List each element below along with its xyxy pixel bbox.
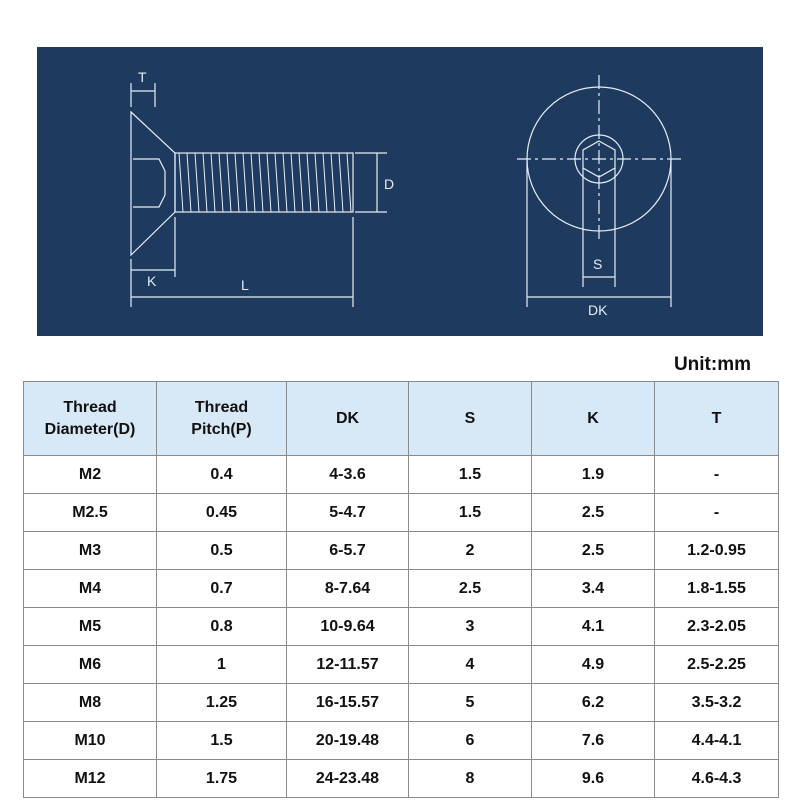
column-header-line: DK [335, 409, 360, 427]
table-cell: 3.5-3.2 [654, 683, 779, 722]
table-cell: 2.5 [408, 569, 532, 608]
table-cell: 2.5-2.25 [654, 645, 779, 684]
column-header: K [531, 381, 655, 456]
table-row: M10 1.5 20-19.48 6 7.6 4.4-4.1 [23, 721, 779, 760]
table-cell: 0.45 [156, 493, 287, 532]
table-cell: 1.2-0.95 [654, 531, 779, 570]
table-header-row: Thread Diameter(D) Thread Pitch(P) DK S K T [23, 381, 779, 456]
table-cell: M10 [23, 721, 157, 760]
table-cell: 0.8 [156, 607, 287, 646]
column-header: DK [286, 381, 409, 456]
table-cell: 1.5 [408, 455, 532, 494]
table-cell: M2.5 [23, 493, 157, 532]
screw-head-side [130, 110, 176, 257]
thread-lines [178, 152, 352, 213]
label-k: K [147, 273, 157, 289]
table-cell: 0.7 [156, 569, 287, 608]
table-body: M2 0.4 4-3.6 1.5 1.9- M2.5 0.45 5-4.7 1.5 2.5- M3 0… [23, 455, 779, 798]
table-cell: 1 [156, 645, 287, 684]
table-cell: 4.1 [531, 607, 655, 646]
table-cell: 2.3-2.05 [654, 607, 779, 646]
column-header: S [408, 381, 532, 456]
column-header-line: Diameter(D) [44, 420, 136, 438]
table-cell: M3 [23, 531, 157, 570]
table-cell: 4.4-4.1 [654, 721, 779, 760]
table-cell: 7.6 [531, 721, 655, 760]
table-row: M4 0.7 8-7.64 2.5 3.4 1.8-1.55 [23, 569, 779, 608]
column-header-line: T [711, 409, 722, 427]
table-cell: 6-5.7 [286, 531, 409, 570]
socket-side [133, 158, 166, 208]
table-cell: 24-23.48 [286, 759, 409, 798]
table-cell: 1.25 [156, 683, 287, 722]
label-l: L [241, 277, 249, 293]
table-cell: 16-15.57 [286, 683, 409, 722]
column-header-line: Thread [194, 398, 249, 416]
table-cell: - [654, 455, 779, 494]
table-cell: - [654, 493, 779, 532]
table-row: M6 1 12-11.57 4 4.9 2.5-2.25 [23, 645, 779, 684]
table-cell: 9.6 [531, 759, 655, 798]
table-cell: 4.9 [531, 645, 655, 684]
table-cell: 4-3.6 [286, 455, 409, 494]
table-cell: 1.8-1.55 [654, 569, 779, 608]
table-row: M2 0.4 4-3.6 1.5 1.9- [23, 455, 779, 494]
label-s: S [593, 256, 602, 272]
column-header-line: Thread [63, 398, 117, 416]
table-cell: 2 [408, 531, 532, 570]
table-cell: M5 [23, 607, 157, 646]
table-cell: 4 [408, 645, 532, 684]
table-cell: 3 [408, 607, 532, 646]
table-cell: 6 [408, 721, 532, 760]
table-cell: 4.6-4.3 [654, 759, 779, 798]
table-cell: 12-11.57 [286, 645, 409, 684]
table-cell: 2.5 [531, 531, 655, 570]
table-cell: 1.75 [156, 759, 287, 798]
label-d: D [384, 176, 394, 192]
table-cell: M6 [23, 645, 157, 684]
spec-table: Thread Diameter(D) Thread Pitch(P) DK S K T M2 0… [23, 381, 779, 798]
table-cell: 0.4 [156, 455, 287, 494]
table-cell: 1.5 [408, 493, 532, 532]
column-header-line: K [587, 409, 599, 427]
screw-thread-body [174, 152, 354, 213]
table-cell: 10-9.64 [286, 607, 409, 646]
table-cell: M12 [23, 759, 157, 798]
table-cell: 20-19.48 [286, 721, 409, 760]
unit-label: Unit:mm [673, 354, 751, 375]
table-cell: 8-7.64 [286, 569, 409, 608]
table-cell: 5-4.7 [286, 493, 409, 532]
table-cell: 0.5 [156, 531, 287, 570]
screw-drawing: T D K L S DK [130, 69, 683, 318]
table-cell: 8 [408, 759, 532, 798]
table-cell: 1.9 [531, 455, 655, 494]
table-cell: M2 [23, 455, 157, 494]
table-cell: M4 [23, 569, 157, 608]
column-header: Thread Diameter(D) [23, 381, 157, 456]
column-header: T [654, 381, 779, 456]
table-row: M12 1.75 24-23.48 8 9.6 4.6-4.3 [23, 759, 779, 798]
column-header-line: Pitch(P) [191, 420, 252, 438]
table-cell: 2.5 [531, 493, 655, 532]
table-cell: 3.4 [531, 569, 655, 608]
table-row: M3 0.5 6-5.7 2 2.5 1.2-0.95 [23, 531, 779, 570]
table-cell: M8 [23, 683, 157, 722]
table-cell: 1.5 [156, 721, 287, 760]
table-row: M8 1.25 16-15.57 5 6.2 3.5-3.2 [23, 683, 779, 722]
table-row: M5 0.8 10-9.64 3 4.1 2.3-2.05 [23, 607, 779, 646]
table-row: M2.5 0.45 5-4.7 1.5 2.5- [23, 493, 779, 532]
column-header: Thread Pitch(P) [156, 381, 287, 456]
screw-drawing-panel: T D K L S DK [37, 47, 763, 336]
table-cell: 5 [408, 683, 532, 722]
table-cell: 6.2 [531, 683, 655, 722]
label-dk: DK [588, 302, 608, 318]
column-header-line: S [464, 409, 476, 427]
label-t: T [138, 69, 147, 85]
